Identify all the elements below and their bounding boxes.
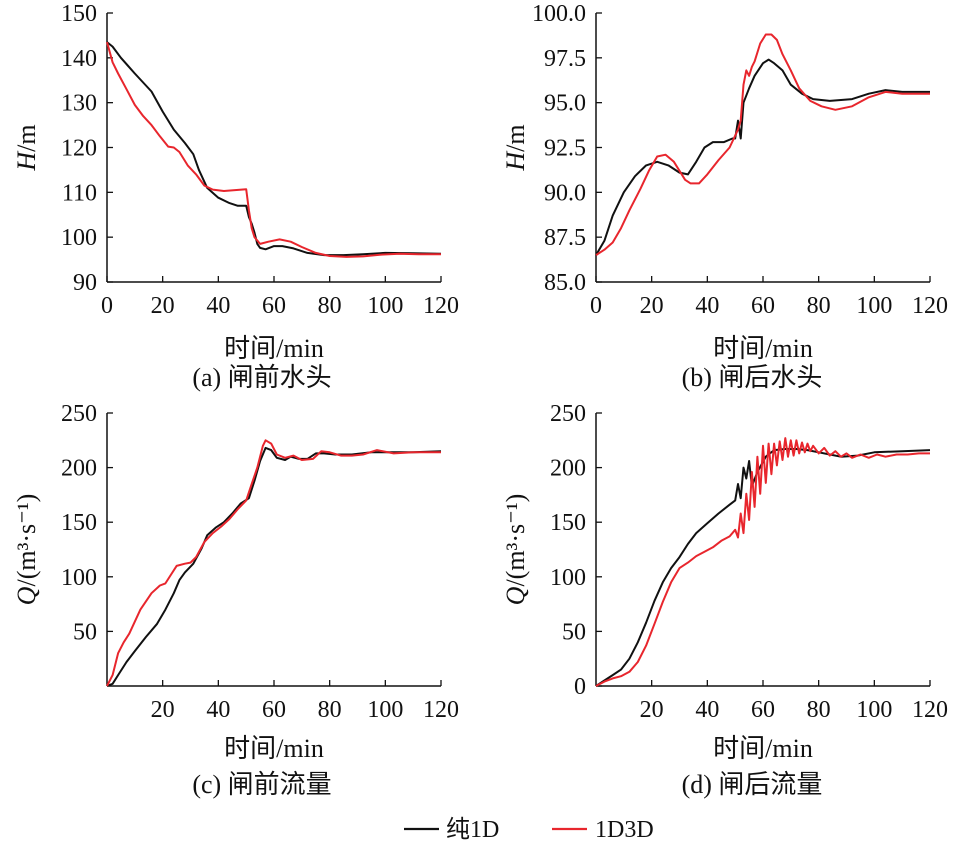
- y-tick-label: 100: [61, 565, 97, 591]
- y-tick-label: 92.5: [544, 136, 586, 162]
- y-tick-label: 100: [550, 565, 586, 591]
- x-tick-label: 40: [206, 293, 230, 319]
- y-tick-label: 200: [61, 456, 97, 482]
- series-line-1d3d: [595, 437, 930, 687]
- x-tick-label: 0: [590, 293, 602, 319]
- x-tick-label: 20: [640, 293, 664, 319]
- x-axis-label: 时间/min: [224, 734, 324, 763]
- y-tick-label: 200: [550, 456, 586, 482]
- series-line-1d3d: [595, 33, 930, 256]
- y-axis-label: Q/(m³·s⁻¹): [12, 494, 41, 606]
- x-tick-label: 120: [423, 697, 459, 723]
- series-line-1d3d: [106, 439, 441, 687]
- y-tick-label: 120: [61, 136, 97, 162]
- x-tick-label: 80: [807, 697, 831, 723]
- y-axis-label-symbol: H: [12, 151, 41, 172]
- y-axis-label: H/m: [501, 124, 530, 171]
- legend: 纯1D 1D3D: [404, 816, 654, 842]
- y-axis-label-symbol: Q: [501, 586, 530, 605]
- chart-panel-c: 20 40 60 80 100 120 250 200 150 100 50 Q/(m³·s⁻¹) 时间…: [12, 401, 459, 799]
- y-tick-label: 87.5: [544, 225, 586, 251]
- y-axis-label-unit: /(m³·s⁻¹): [501, 494, 530, 587]
- series-line-pure-1d: [106, 41, 442, 257]
- x-tick-label: 40: [206, 697, 230, 723]
- panel-caption: (d) 闸后流量: [682, 770, 823, 799]
- y-tick-label: 85.0: [544, 270, 586, 296]
- x-tick-label: 100: [367, 697, 403, 723]
- y-tick-label: 100.0: [532, 1, 586, 27]
- chart-panel-d: 20 40 60 80 100 120 250 200 150 100 50 0 Q/(m³·s⁻¹) 时…: [501, 401, 948, 799]
- series-line-1d3d: [106, 41, 441, 258]
- x-tick-label: 40: [695, 697, 719, 723]
- y-tick-label: 50: [73, 619, 97, 645]
- legend-label-1d3d: 1D3D: [595, 817, 654, 842]
- x-tick-label: 100: [856, 697, 892, 723]
- x-axis-label: 时间/min: [713, 334, 813, 363]
- x-tick-label: 80: [318, 293, 342, 319]
- series-line-pure-1d: [595, 448, 931, 687]
- x-tick-label: 120: [912, 293, 948, 319]
- panel-caption: (c) 闸前流量: [192, 770, 331, 799]
- x-tick-label: 80: [807, 293, 831, 319]
- x-tick-label: 80: [318, 697, 342, 723]
- y-tick-label: 150: [550, 510, 586, 536]
- x-tick-label: 20: [151, 293, 175, 319]
- y-tick-label: 110: [62, 180, 97, 206]
- x-tick-label: 20: [151, 697, 175, 723]
- y-axis-label: H/m: [12, 124, 41, 171]
- chart-panel-b: 0 20 40 60 80 100 120 100.0 97.5 95.0 92.5 90.0 87.5…: [501, 1, 948, 392]
- chart-panel-a: 0 20 40 60 80 100 120 150 140 130 120 110 100 90 H/m 时间…: [12, 1, 459, 392]
- y-tick-label: 250: [550, 401, 586, 427]
- x-tick-label: 100: [367, 293, 403, 319]
- x-tick-label: 0: [101, 293, 113, 319]
- x-tick-label: 120: [423, 293, 459, 319]
- y-axis-label-unit: /(m³·s⁻¹): [12, 494, 41, 587]
- y-tick-label: 50: [562, 619, 586, 645]
- x-tick-label: 60: [262, 293, 286, 319]
- panel-caption: (b) 闸后水头: [682, 363, 823, 392]
- y-tick-label: 250: [61, 401, 97, 427]
- y-tick-label: 150: [61, 510, 97, 536]
- x-tick-label: 60: [751, 293, 775, 319]
- y-tick-label: 95.0: [544, 91, 586, 117]
- y-axis-label-symbol: Q: [12, 586, 41, 605]
- legend-label-pure-1d: 纯1D: [446, 816, 499, 842]
- y-axis-label-unit: /m: [12, 124, 41, 151]
- y-tick-label: 130: [61, 91, 97, 117]
- panel-caption: (a) 闸前水头: [192, 363, 331, 392]
- x-tick-label: 40: [695, 293, 719, 319]
- x-tick-label: 100: [856, 293, 892, 319]
- x-axis-label: 时间/min: [224, 334, 324, 363]
- y-tick-label: 90: [73, 270, 97, 296]
- y-tick-label: 150: [61, 1, 97, 27]
- x-axis-label: 时间/min: [713, 734, 813, 763]
- x-tick-label: 60: [751, 697, 775, 723]
- x-tick-label: 20: [640, 697, 664, 723]
- x-tick-label: 60: [262, 697, 286, 723]
- series-line-pure-1d: [595, 58, 930, 256]
- y-tick-label: 100: [61, 225, 97, 251]
- y-tick-label: 0: [574, 674, 586, 700]
- series-line-pure-1d: [106, 446, 442, 687]
- y-axis-label-unit: /m: [501, 124, 530, 151]
- y-axis-label: Q/(m³·s⁻¹): [501, 494, 530, 606]
- x-tick-label: 120: [912, 697, 948, 723]
- y-tick-label: 90.0: [544, 180, 586, 206]
- y-axis-label-symbol: H: [501, 151, 530, 172]
- y-tick-label: 140: [61, 46, 97, 72]
- y-tick-label: 97.5: [544, 46, 586, 72]
